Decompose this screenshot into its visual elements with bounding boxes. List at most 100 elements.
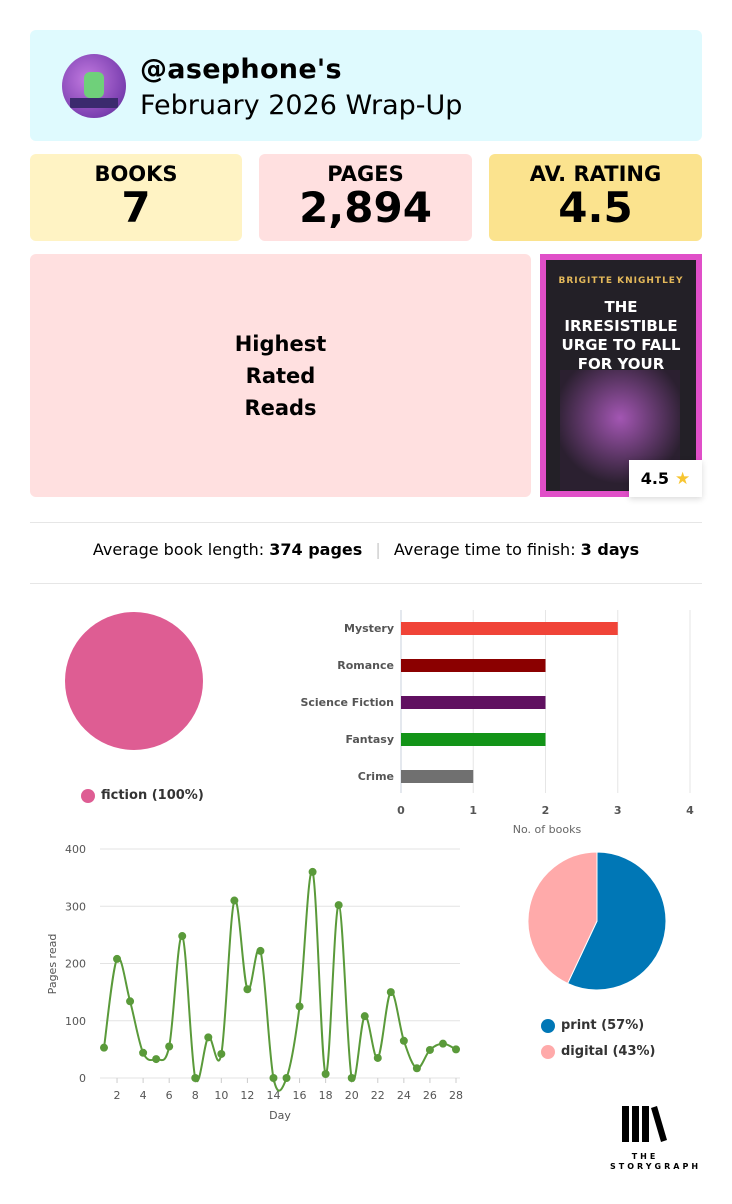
username: @asephone's: [140, 54, 342, 85]
pages-stat: PAGES 2,894: [259, 154, 472, 241]
bar-romance[interactable]: [401, 659, 546, 672]
y-tick-label: 0: [79, 1072, 86, 1085]
data-point[interactable]: [217, 1049, 226, 1058]
data-point[interactable]: [269, 1074, 278, 1082]
y-axis-title: Pages read: [46, 934, 59, 995]
x-tick-label: 10: [214, 1089, 228, 1102]
avatar[interactable]: [62, 54, 126, 118]
legend-label: print (57%): [561, 1018, 645, 1033]
data-point[interactable]: [425, 1045, 434, 1054]
category-label: Fantasy: [345, 733, 394, 746]
book-cover[interactable]: BRIGITTE KNIGHTLEY THE IRRESISTIBLE URGE…: [540, 254, 702, 497]
highest-rated-title: Highest Rated Reads: [234, 331, 327, 420]
x-tick-label: 4: [140, 1089, 147, 1102]
x-tick-label: 22: [371, 1089, 385, 1102]
data-point[interactable]: [191, 1074, 200, 1082]
bar-mystery[interactable]: [401, 622, 618, 635]
legend-dot: [541, 1044, 555, 1059]
separator: |: [375, 540, 381, 559]
x-tick-label: 8: [192, 1089, 199, 1102]
data-point[interactable]: [178, 932, 187, 941]
data-point[interactable]: [373, 1053, 382, 1062]
x-tick-label: 16: [293, 1089, 307, 1102]
x-tick-label: 4: [686, 804, 694, 817]
data-point[interactable]: [360, 1012, 369, 1021]
genre-bar-chart: 0 1 2 3 4 Mystery Romance Science Fiction Fantas…: [300, 610, 694, 836]
fiction-pie-chart: [65, 612, 203, 750]
data-point[interactable]: [399, 1036, 408, 1045]
x-tick-label: 1: [469, 804, 477, 817]
x-tick-label: 20: [345, 1089, 359, 1102]
avg-length-label: Average book length:: [92, 540, 265, 559]
pie-slice-print[interactable]: [566, 851, 667, 991]
legend-label: fiction (100%): [101, 788, 204, 803]
fiction-legend: fiction (100%): [81, 788, 204, 803]
header-card: @asephone's February 2026 Wrap-Up: [30, 30, 702, 141]
legend-dot: [81, 788, 95, 803]
x-tick-label: 14: [266, 1089, 280, 1102]
category-label: Science Fiction: [300, 696, 394, 709]
wrap-up-title: February 2026 Wrap-Up: [140, 90, 463, 121]
avg-length-value: 374 pages: [269, 540, 363, 559]
data-point[interactable]: [321, 1069, 330, 1078]
legend-dot: [541, 1018, 555, 1033]
data-point[interactable]: [139, 1048, 148, 1057]
logo-text: THE STORYGRAPH: [610, 1152, 702, 1171]
pages-line: [103, 870, 457, 1092]
data-point[interactable]: [204, 1033, 213, 1042]
data-point[interactable]: [165, 1042, 174, 1051]
data-point[interactable]: [438, 1039, 447, 1048]
data-point[interactable]: [282, 1074, 291, 1082]
x-tick-label: 24: [397, 1089, 411, 1102]
avg-finish-value: 3 days: [580, 540, 640, 559]
x-axis-title: No. of books: [513, 823, 582, 836]
x-tick-label: 12: [240, 1089, 254, 1102]
data-point[interactable]: [113, 954, 122, 963]
legend-label: digital (43%): [561, 1044, 656, 1059]
data-point[interactable]: [230, 896, 239, 905]
x-tick-label: 28: [449, 1089, 463, 1102]
pages-label: PAGES: [327, 162, 404, 186]
books-label: BOOKS: [94, 162, 178, 186]
x-tick-label: 6: [166, 1089, 173, 1102]
data-point[interactable]: [126, 997, 135, 1006]
data-point[interactable]: [256, 946, 265, 955]
data-point[interactable]: [243, 985, 252, 994]
y-tick-label: 400: [65, 843, 86, 856]
divider: [30, 522, 702, 523]
category-label: Romance: [337, 659, 394, 672]
data-point[interactable]: [347, 1074, 356, 1082]
data-point[interactable]: [452, 1045, 460, 1054]
divider: [30, 583, 702, 584]
data-point[interactable]: [386, 988, 395, 997]
data-point[interactable]: [152, 1055, 161, 1064]
pages-value: 2,894: [299, 183, 432, 232]
highest-rated-panel: Highest Rated Reads: [30, 254, 531, 497]
cover-author: BRIGITTE KNIGHTLEY: [558, 276, 684, 286]
category-label: Mystery: [344, 622, 394, 635]
bar-fantasy[interactable]: [401, 733, 546, 746]
bar-crime[interactable]: [401, 770, 474, 783]
pie-slice-fiction[interactable]: [65, 612, 203, 750]
data-point[interactable]: [100, 1043, 108, 1052]
books-stat: BOOKS 7: [30, 154, 242, 241]
data-point[interactable]: [308, 867, 317, 876]
data-point[interactable]: [412, 1064, 421, 1073]
x-tick-label: 2: [114, 1089, 121, 1102]
data-point[interactable]: [334, 901, 343, 910]
rating-value: 4.5: [558, 183, 633, 232]
x-tick-label: 18: [319, 1089, 333, 1102]
bar-science-fiction[interactable]: [401, 696, 546, 709]
x-tick-label: 3: [614, 804, 622, 817]
book-rating: 4.5: [640, 469, 670, 488]
category-label: Crime: [358, 770, 394, 783]
storygraph-logo: THE STORYGRAPH: [590, 1104, 700, 1172]
star-icon: ★: [675, 468, 691, 489]
storygraph-books-icon: [622, 1106, 667, 1142]
x-axis-title: Day: [269, 1109, 291, 1122]
pie-slice-digital[interactable]: [527, 851, 598, 985]
books-value: 7: [121, 183, 151, 232]
y-tick-label: 300: [65, 900, 86, 913]
data-point[interactable]: [295, 1002, 304, 1011]
